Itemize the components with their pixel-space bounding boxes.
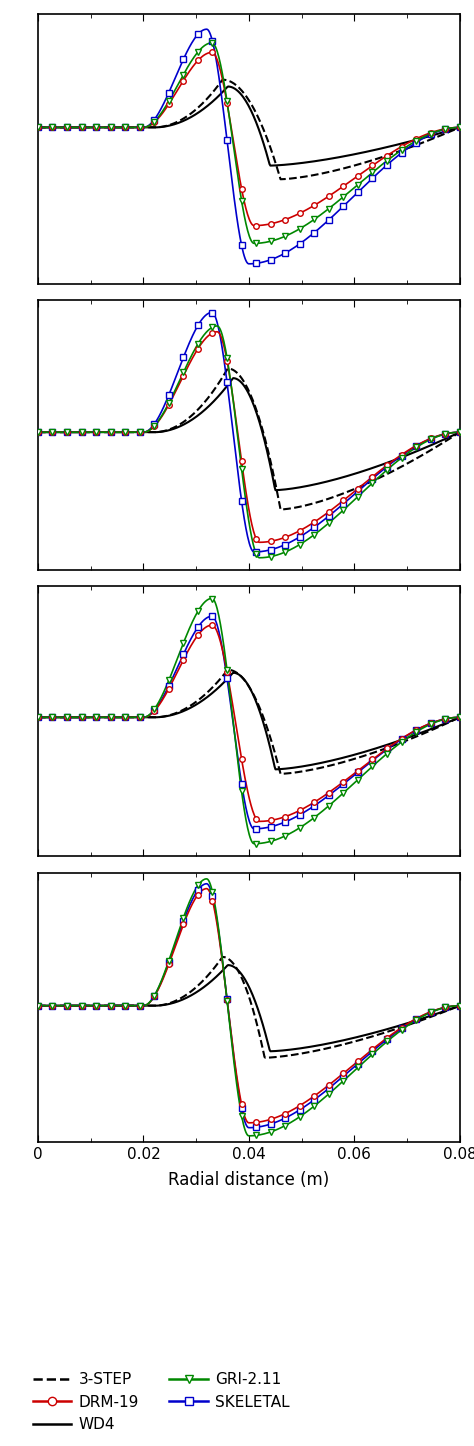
X-axis label: Radial distance (m): Radial distance (m) [168,1170,329,1189]
Legend: 3-STEP, DRM-19, WD4, GRI-2.11, SKELETAL: 3-STEP, DRM-19, WD4, GRI-2.11, SKELETAL [27,1366,296,1439]
